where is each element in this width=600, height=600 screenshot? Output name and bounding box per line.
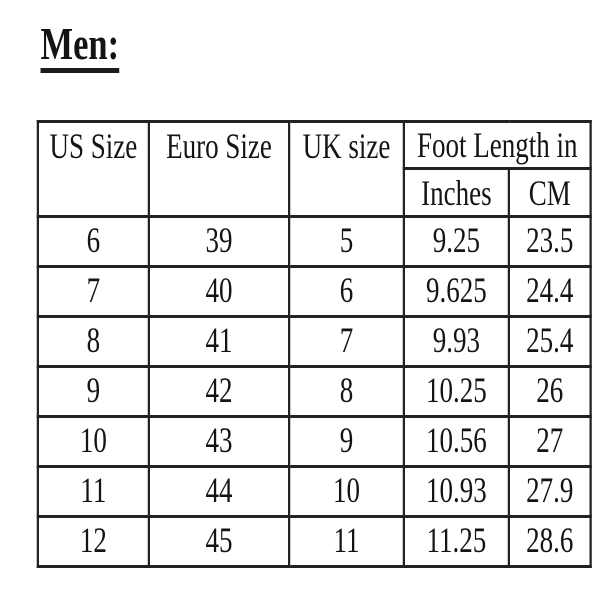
table-cell: 10.56 [402,415,510,468]
table-cell: 42 [147,365,291,418]
table-cell: 26 [507,365,592,418]
table-row: 7 40 6 9.625 24.4 [36,265,592,318]
table-cell: 25.4 [507,315,592,368]
table-cell: 5 [288,215,405,268]
table-row: 9 42 8 10.25 26 [36,365,592,418]
table-row: 8 41 7 9.93 25.4 [36,315,592,368]
table-cell: 6 [36,215,150,268]
table-cell: 39 [147,215,291,268]
table-header: US Size Euro Size UK size Foot Length in… [36,120,592,218]
document: Men: US Size Euro Size UK size Foot Leng… [36,21,592,568]
table-cell: 8 [36,315,150,368]
table-cell: 9.625 [402,265,510,318]
table-row: 11 44 10 10.93 27.9 [36,465,592,518]
table-row: 10 43 9 10.56 27 [36,415,592,468]
table-row: 6 39 5 9.25 23.5 [36,215,592,268]
table-cell: 23.5 [507,215,592,268]
table-cell: 28.6 [507,515,592,568]
table-cell: 45 [147,515,291,568]
table-body: 6 39 5 9.25 23.5 7 40 6 9.625 24.4 8 41 7 9.93 25.4 9 42… [36,215,592,568]
header-row-sub: Inches CM [38,167,592,218]
table-cell: 10 [288,465,405,518]
table-cell: 11 [288,515,405,568]
column-header-cm: CM [507,167,592,218]
table-cell: 40 [147,265,291,318]
column-header-euro-size: Euro Size [147,120,291,218]
table-cell: 44 [147,465,291,518]
table-cell: 9 [288,415,405,468]
column-header-foot-length-group: Foot Length in [402,120,592,170]
table-cell: 11.25 [402,515,510,568]
column-header-us-size: US Size [36,120,150,218]
section-title: Men: [40,21,120,73]
table-cell: 12 [36,515,150,568]
table-cell: 9.25 [402,215,510,268]
table-cell: 27 [507,415,592,468]
table-cell: 8 [288,365,405,418]
table-cell: 11 [36,465,150,518]
table-cell: 27.9 [507,465,592,518]
header-row-group: US Size Euro Size UK size Foot Length in [36,120,592,218]
table-cell: 10.25 [402,365,510,418]
column-header-inches: Inches [402,167,510,218]
table-cell: 10 [36,415,150,468]
table-cell: 43 [147,415,291,468]
table-cell: 7 [36,265,150,318]
table-cell: 6 [288,265,405,318]
column-header-uk-size: UK size [288,120,405,218]
table-cell: 41 [147,315,291,368]
table-cell: 10.93 [402,465,510,518]
shoe-size-table: US Size Euro Size UK size Foot Length in… [36,120,592,568]
table-cell: 9 [36,365,150,418]
table-row: 12 45 11 11.25 28.6 [36,515,592,568]
table-cell: 24.4 [507,265,592,318]
table-cell: 7 [288,315,405,368]
table-cell: 9.93 [402,315,510,368]
